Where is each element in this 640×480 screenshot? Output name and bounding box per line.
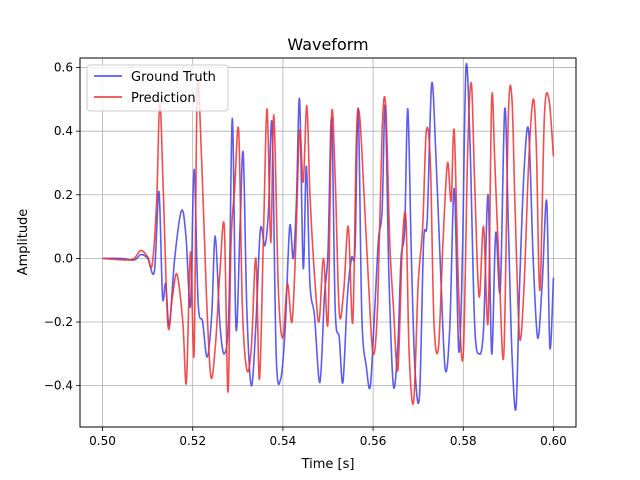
legend-label-prediction: Prediction [131,91,196,106]
x-tick-label: 0.54 [270,434,297,448]
y-tick-label: −0.4 [44,379,73,393]
x-tick-label: 0.52 [179,434,206,448]
series-layer [102,62,555,411]
y-tick-label: 0.6 [54,61,73,75]
x-tick-label: 0.50 [89,434,116,448]
chart-title: Waveform [287,35,368,54]
x-tick-label: 0.58 [450,434,477,448]
x-tick-label: 0.60 [540,434,567,448]
y-axis-label: Amplitude [16,209,31,276]
legend: Ground Truth Prediction [86,64,229,112]
y-tick-label: 0.4 [54,124,73,138]
legend-label-ground-truth: Ground Truth [131,70,216,85]
series-line-prediction [102,81,555,405]
y-axis: −0.4 −0.2 0.0 0.2 0.4 0.6 [44,61,80,393]
legend-box [86,64,229,112]
x-axis: 0.50 0.52 0.54 0.56 0.58 0.60 [89,427,567,448]
x-axis-label: Time [s] [301,457,355,472]
y-tick-label: 0.0 [54,251,73,265]
y-tick-label: −0.2 [44,315,73,329]
x-tick-label: 0.56 [360,434,387,448]
plot-frame [79,57,577,428]
y-tick-label: 0.2 [54,188,73,202]
